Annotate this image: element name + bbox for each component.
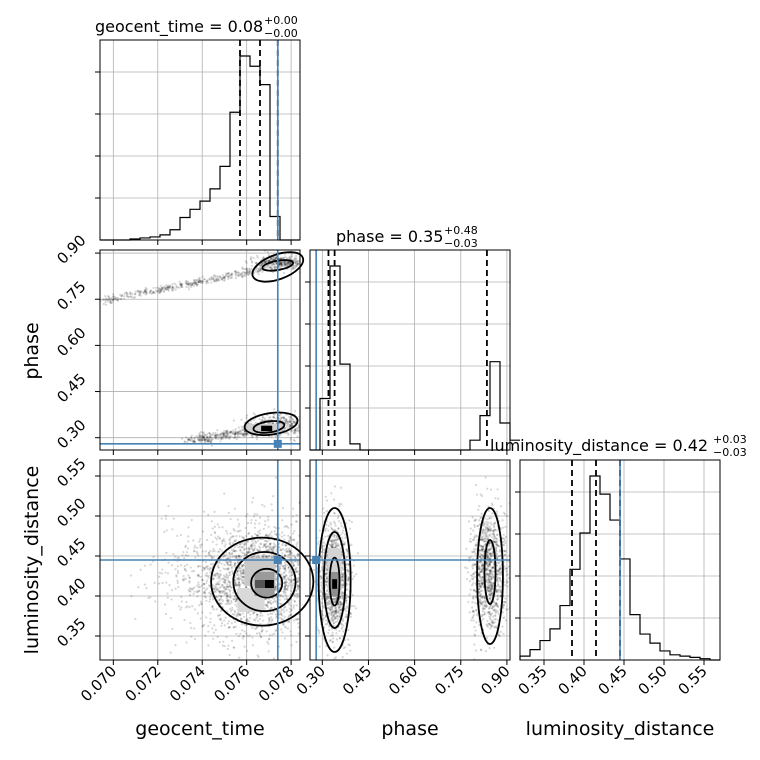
title-geocent-time: geocent_time = 0.08 +0.00 −0.00 xyxy=(95,14,298,40)
tick-label-distance-y-3: 0.50 xyxy=(53,494,89,530)
title-phase-plus: +0.48 xyxy=(444,224,478,237)
contour-distance-vs-time-outer xyxy=(210,536,315,627)
contour-phase-vs-time-low-inner xyxy=(252,420,286,434)
tick-label-phase-x-0: 0.30 xyxy=(293,662,329,698)
tick-label-distance-y-2: 0.45 xyxy=(53,534,89,570)
density-cell-distance-vs-time-3 xyxy=(263,580,274,588)
title-geocent-time-plus: +0.00 xyxy=(264,14,298,27)
tick-label-distance-x-2: 0.45 xyxy=(594,662,630,698)
title-luminosity-distance: luminosity_distance = 0.42 +0.03 −0.03 xyxy=(490,433,747,459)
panel-luminosity_distance-hist xyxy=(515,460,720,665)
contour-phase-vs-time-high-outer xyxy=(251,251,305,283)
panel-frame xyxy=(309,249,511,451)
tick-label-distance-x-0: 0.35 xyxy=(514,662,550,698)
title-luminosity-distance-plus: +0.03 xyxy=(713,433,747,446)
panel-frame xyxy=(519,459,721,661)
tick-label-phase-y-4: 0.90 xyxy=(53,231,89,267)
contour-distance-vs-phase-left-inner xyxy=(328,556,341,607)
panel-background xyxy=(100,250,300,450)
injection-marker-geocent_time-luminosity_distance xyxy=(273,556,282,564)
x-axis-label-geocent-time: geocent_time xyxy=(135,718,264,740)
injection-marker-geocent_time-phase xyxy=(273,439,282,448)
contour-distance-vs-time-mid xyxy=(232,551,297,613)
density-cell-distance-vs-phase-2 xyxy=(332,579,338,589)
tick-label-distance-x-4: 0.55 xyxy=(674,662,710,698)
contour-distance-vs-phase-right-inner xyxy=(483,539,497,605)
x-axis-label-phase: phase xyxy=(381,718,438,740)
title-geocent-time-minus: −0.00 xyxy=(264,27,298,40)
density-cell-phase-vs-time-1 xyxy=(261,425,273,432)
tick-label-phase-x-3: 0.75 xyxy=(431,662,467,698)
panel-background xyxy=(310,250,510,450)
tick-label-geocent-time-3: 0.076 xyxy=(210,662,253,705)
tick-label-distance-y-1: 0.40 xyxy=(53,574,89,610)
tick-label-geocent-time-0: 0.070 xyxy=(77,662,120,705)
tick-label-distance-y-0: 0.35 xyxy=(53,614,89,650)
tick-label-distance-x-3: 0.50 xyxy=(634,662,670,698)
contour-phase-vs-time-high-inner xyxy=(261,259,295,272)
panel-frame xyxy=(309,459,511,661)
tick-label-distance-y-4: 0.55 xyxy=(53,454,89,490)
contour-distance-vs-time-inner xyxy=(250,567,284,599)
panel-frame xyxy=(99,459,301,661)
contour-distance-vs-phase-right-outer xyxy=(476,507,504,645)
tick-label-geocent-time-4: 0.078 xyxy=(255,662,298,705)
contour-distance-vs-phase-left-mid xyxy=(322,531,347,629)
title-phase-minus: −0.03 xyxy=(444,237,478,250)
tick-label-phase-x-2: 0.60 xyxy=(385,662,421,698)
tick-label-phase-y-2: 0.60 xyxy=(53,324,89,360)
injection-marker-phase-luminosity_distance xyxy=(312,556,321,564)
tick-label-phase-y-1: 0.45 xyxy=(53,370,89,406)
x-axis-label-luminosity-distance: luminosity_distance xyxy=(526,718,715,740)
contour-phase-vs-time-low-outer xyxy=(243,411,299,437)
tick-label-geocent-time-2: 0.074 xyxy=(166,662,209,705)
y-axis-label-phase: phase xyxy=(21,322,43,379)
title-phase: phase = 0.35 +0.48 −0.03 xyxy=(336,224,478,250)
tick-label-geocent-time-1: 0.072 xyxy=(122,662,165,705)
panel-phase-hist xyxy=(305,250,510,455)
tick-label-phase-y-0: 0.30 xyxy=(53,416,89,452)
density-cell-distance-vs-time-4 xyxy=(255,580,265,588)
tick-label-phase-x-4: 0.90 xyxy=(477,662,513,698)
panel-frame xyxy=(99,249,301,451)
tick-label-phase-y-3: 0.75 xyxy=(53,278,89,314)
tick-label-phase-x-1: 0.45 xyxy=(339,662,375,698)
title-luminosity-distance-minus: −0.03 xyxy=(713,446,747,459)
panel-geocent_time-hist xyxy=(95,40,300,245)
contour-distance-vs-phase-left-outer xyxy=(317,507,352,653)
y-axis-label-luminosity-distance: luminosity_distance xyxy=(21,466,43,655)
panel-geocent_time-vs-phase xyxy=(95,250,300,455)
panel-frame xyxy=(99,39,301,241)
tick-label-distance-x-1: 0.40 xyxy=(554,662,590,698)
